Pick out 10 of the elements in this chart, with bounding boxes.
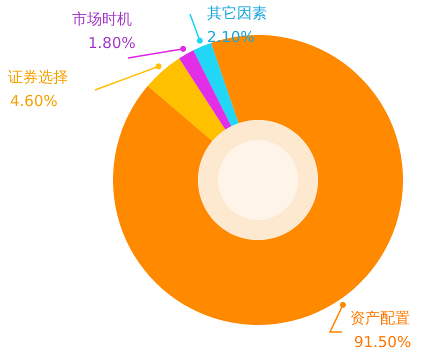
slice-label: 资产配置 [350, 309, 410, 327]
donut-slice [148, 58, 226, 142]
data-label: 1.80% [88, 34, 136, 52]
slice-label: 其它因素 [207, 4, 267, 22]
donut-slice [193, 42, 239, 126]
data-label: 4.60% [10, 92, 58, 110]
data-label: 91.50% [354, 333, 412, 351]
legend-label: 证券选择 [8, 68, 68, 86]
donut-slice [179, 50, 232, 130]
slice-label: 市场时机 [72, 10, 132, 28]
